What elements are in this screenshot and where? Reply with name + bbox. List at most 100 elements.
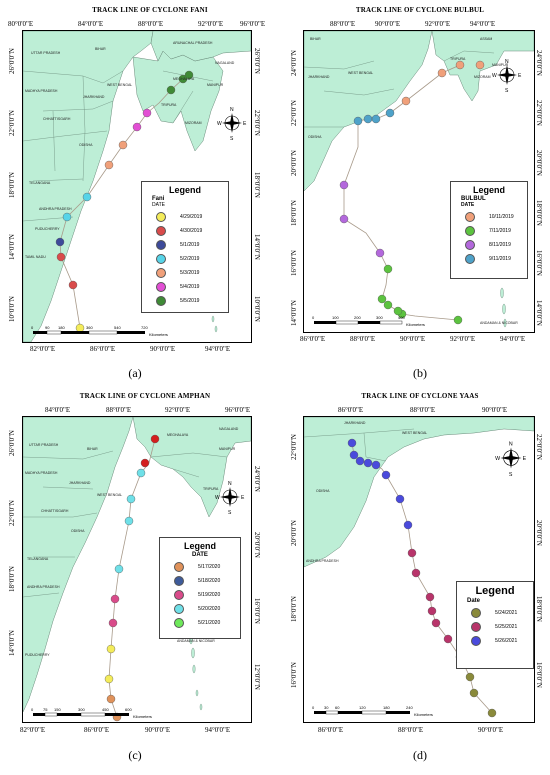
c-place: TELANGANA [27, 557, 49, 561]
compass-w: W [215, 495, 220, 501]
a-scale-label: 360 [86, 325, 93, 330]
b-track-point [339, 180, 349, 190]
d-top-tick-3: 90°0'0"E [482, 406, 508, 414]
b-legend-sub2: DATE [461, 202, 475, 208]
compass-w: W [495, 456, 500, 462]
a-scale-label: 180 [58, 325, 65, 330]
c-right-tick-4: 12°0'0"N [253, 664, 261, 690]
d-left-tick-3: 18°0'0"N [290, 596, 298, 622]
panel-b-caption: (b) [413, 366, 427, 380]
panel-c-map: UTTAR PRADESH BIHAR JHARKHAND WEST BENGA… [22, 416, 252, 723]
a-land-mainland [23, 31, 154, 342]
c-bottom-tick-1: 82°0'0"E [20, 726, 46, 734]
a-legend-entry: 5/3/2019 [156, 268, 228, 278]
b-bottom-tick-3: 90°0'0"E [400, 335, 426, 343]
d-track-line [351, 442, 493, 714]
legend-label: 5/24/2021 [495, 610, 518, 616]
d-scale-label: 60 [335, 705, 340, 710]
c-place: ODISHA [71, 529, 85, 533]
legend-label: 4/29/2019 [180, 214, 203, 220]
d-track-point [443, 634, 453, 644]
b-legend-entry: 9/11/2019 [465, 254, 527, 264]
c-left-tick-1: 26°0'0"N [8, 430, 16, 456]
b-land-mainland [304, 31, 433, 192]
a-scale-label: 0 [31, 325, 34, 330]
a-legend-entry: 5/4/2019 [156, 282, 228, 292]
b-left-tick-2: 22°0'0"N [290, 100, 298, 126]
d-right-tick-4: 16°0'0"N [535, 662, 543, 688]
b-top-tick-1: 88°0'0"E [330, 20, 356, 28]
c-right-tick-1: 24°0'0"N [253, 466, 261, 492]
c-scale-label: 0 [31, 707, 34, 712]
b-bottom-tick-2: 88°0'0"E [350, 335, 376, 343]
b-compass-icon: N S W E [492, 59, 522, 93]
a-track-point [68, 280, 78, 290]
a-right-tick-2: 22°0'0"N [253, 110, 261, 136]
legend-swatch [156, 240, 166, 250]
legend-swatch [465, 212, 475, 222]
a-right-tick-5: 10°0'0"N [253, 296, 261, 322]
a-right-tick-1: 26°0'0"N [253, 48, 261, 74]
b-legend-title: Legend [472, 185, 505, 195]
c-left-tick-2: 22°0'0"N [8, 500, 16, 526]
a-scale-label: 90 [45, 325, 50, 330]
c-track-point [110, 594, 120, 604]
c-place: JHARKHAND [69, 481, 91, 485]
c-place: MEGHALAYA [167, 433, 189, 437]
b-place: TRIPURA [450, 57, 466, 61]
panel-a-map: UTTAR PRADESH BIHAR JHARKHAND WEST BENGA… [22, 30, 252, 343]
a-legend-entry: 4/29/2019 [156, 212, 228, 222]
b-left-tick-1: 24°0'0"N [290, 50, 298, 76]
a-legend-subtitle: Fani [152, 196, 165, 202]
c-scale-label: 300 [78, 707, 85, 712]
a-bottom-tick-1: 82°0'0"E [30, 345, 56, 353]
legend-label: 5/2/2019 [180, 256, 200, 262]
compass-w: W [492, 73, 497, 79]
c-track-point [108, 618, 118, 628]
d-legend-title: Legend [475, 585, 515, 597]
c-place: PUDUCHERRY [25, 653, 50, 657]
b-place: ANDAMAN & NICOBAR [480, 321, 518, 325]
a-place: CHHATTISGARH [43, 117, 71, 121]
d-bottom-tick-3: 90°0'0"E [478, 726, 504, 734]
legend-swatch [174, 590, 184, 600]
b-scale-label: 300 [376, 315, 383, 320]
a-place: TAMIL NADU [25, 255, 46, 259]
c-legend-subtitle: DATE [192, 552, 208, 558]
a-left-tick-2: 22°0'0"N [8, 110, 16, 136]
d-scale-unit: Kilometers [414, 712, 433, 717]
d-right-tick-1: 22°0'0"N [535, 434, 543, 460]
legend-label: 5/20/2020 [198, 606, 221, 612]
d-bottom-tick-2: 88°0'0"E [398, 726, 424, 734]
c-right-tick-3: 16°0'0"N [253, 598, 261, 624]
c-scale-bar [33, 712, 129, 717]
compass-w: W [217, 121, 222, 127]
b-legend-subtitle: BULBUL [461, 196, 486, 202]
legend-label: 4/30/2019 [180, 228, 203, 234]
b-track-point [339, 214, 349, 224]
panel-d-caption: (d) [413, 748, 427, 762]
b-right-tick-1: 24°0'0"N [535, 50, 543, 76]
d-legend: Legend Date 5/24/2021 5/25/2021 5/26/202… [456, 581, 534, 669]
panel-b-map: BIHAR JHARKHAND WEST BENGAL ODISHA ASSAM… [303, 30, 535, 333]
c-track-point [126, 494, 136, 504]
a-track-point [56, 252, 66, 262]
d-track-point [347, 438, 357, 448]
b-right-tick-5: 16°0'0"N [535, 250, 543, 276]
panel-a-caption: (a) [128, 366, 142, 380]
compass-s: S [509, 472, 513, 477]
legend-label: 5/26/2021 [495, 638, 518, 644]
compass-n: N [505, 59, 509, 65]
a-place: BIHAR [95, 47, 106, 51]
d-track-point [487, 708, 497, 718]
b-place: ODISHA [308, 135, 322, 139]
c-land-mainland [23, 417, 134, 713]
c-track-point [104, 674, 114, 684]
d-left-tick-1: 22°0'0"N [290, 434, 298, 460]
d-scale-label: 180 [383, 705, 390, 710]
a-right-tick-4: 14°0'0"N [253, 234, 261, 260]
c-track-point [106, 644, 116, 654]
b-track-point [475, 60, 485, 70]
d-scale-label: 0 [312, 705, 315, 710]
legend-swatch [465, 254, 475, 264]
